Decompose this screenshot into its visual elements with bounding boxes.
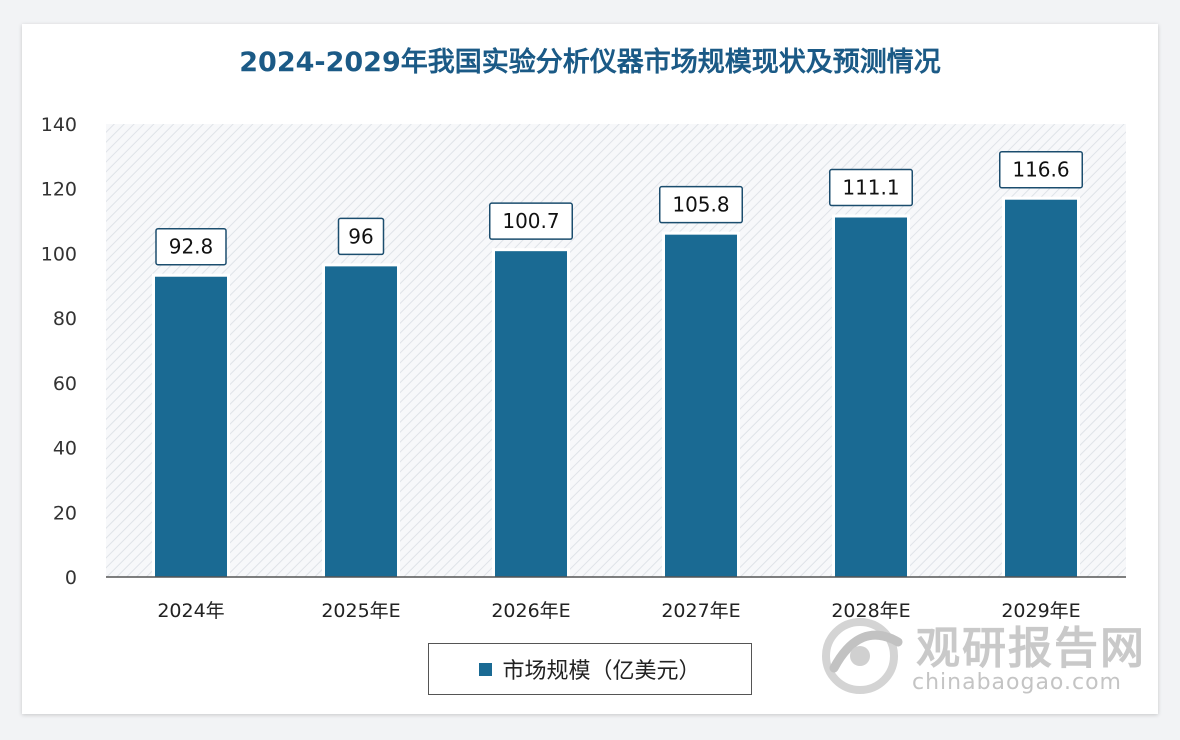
data-label-box	[999, 150, 1083, 189]
watermark-url: chinabaogao.com	[912, 670, 1122, 695]
watermark: 观研报告网 chinabaogao.com	[812, 612, 1152, 702]
x-category-label: 2025年E	[321, 600, 400, 622]
legend-swatch	[479, 662, 493, 676]
y-tick-label: 0	[65, 567, 77, 589]
x-category-label: 2024年	[157, 600, 224, 622]
data-label: 116.6	[1012, 158, 1069, 182]
bar	[835, 217, 907, 577]
data-label: 96	[348, 224, 373, 248]
data-label-box	[337, 217, 385, 256]
data-label-box	[829, 168, 913, 207]
bar	[665, 234, 737, 577]
data-label: 100.7	[502, 209, 559, 233]
data-label-box	[659, 185, 743, 224]
legend-label: 市场规模（亿美元）	[502, 659, 701, 684]
y-tick-label: 60	[53, 373, 77, 395]
y-tick-label: 120	[41, 179, 77, 201]
bar	[495, 251, 567, 577]
bar	[1005, 199, 1077, 578]
data-label: 92.8	[169, 235, 214, 259]
x-category-label: 2029年E	[1001, 600, 1080, 622]
chart-title: 2024-2029年我国实验分析仪器市场规模现状及预测情况	[239, 47, 941, 78]
bar	[155, 276, 227, 577]
data-label: 105.8	[672, 193, 729, 217]
watermark-logo-icon	[822, 618, 903, 694]
y-tick-label: 20	[53, 502, 77, 524]
y-tick-label: 40	[53, 438, 77, 460]
y-tick-label: 140	[41, 114, 77, 136]
watermark-name: 观研报告网	[916, 623, 1146, 674]
x-category-label: 2027年E	[661, 600, 740, 622]
plot-area	[106, 124, 1126, 577]
legend: 市场规模（亿美元）	[428, 643, 752, 695]
x-category-label: 2028年E	[831, 600, 910, 622]
data-label-box	[489, 202, 573, 240]
x-category-label: 2026年E	[491, 600, 570, 622]
y-tick-label: 80	[53, 308, 77, 330]
bar	[325, 266, 397, 577]
y-tick-label: 100	[41, 243, 77, 265]
data-label: 111.1	[842, 176, 899, 200]
data-label-box	[155, 227, 227, 266]
